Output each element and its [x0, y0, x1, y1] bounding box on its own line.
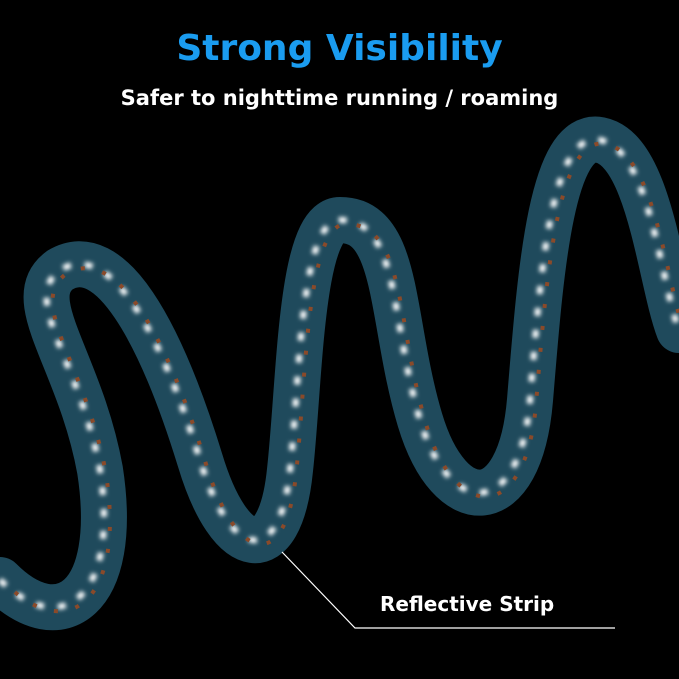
subtitle: Safer to nighttime running / roaming	[120, 86, 559, 110]
callout-line	[281, 551, 615, 629]
page-title: Strong Visibility	[176, 28, 503, 69]
callout-label: Reflective Strip	[380, 592, 555, 616]
reflective-strip	[0, 136, 679, 611]
